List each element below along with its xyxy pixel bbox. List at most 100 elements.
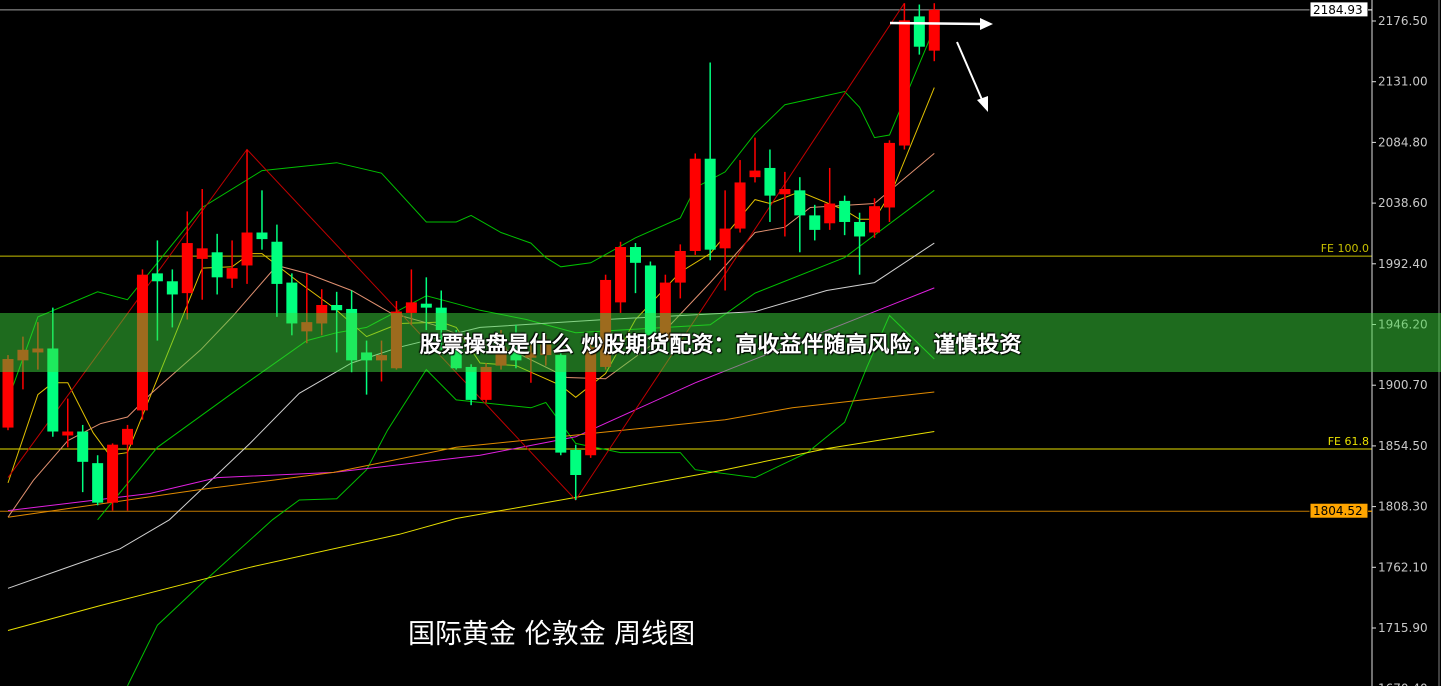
candle-body: [585, 347, 597, 456]
arrow-horizontal[interactable]: [889, 21, 986, 26]
candle: [809, 204, 821, 241]
horizontal-levels: FE 100.0 FE 61.8: [0, 9, 1372, 512]
axis-tick-label: 1762.10: [1378, 560, 1428, 574]
candle: [779, 171, 791, 237]
axis-tick-label: 1992.40: [1378, 257, 1428, 271]
candle: [854, 212, 866, 275]
candle: [615, 241, 627, 313]
candle: [241, 149, 253, 284]
fe-level-label: FE 61.8: [1328, 435, 1369, 448]
promo-banner: 股票操盘是什么 炒股期货配资：高收益伴随高风险，谨慎投资: [0, 313, 1441, 372]
candle: [629, 243, 641, 294]
candle-body: [122, 428, 134, 445]
candle-body: [480, 366, 492, 400]
candle: [839, 195, 851, 236]
axis-tick-label: 2131.00: [1378, 75, 1428, 89]
candle: [689, 153, 701, 255]
candle-body: [570, 449, 582, 476]
bollinger-middle-line: [97, 189, 935, 521]
candle: [913, 4, 925, 55]
ma-long-yellow-line: [7, 431, 935, 631]
candle-body: [928, 9, 940, 51]
ma-magenta-line: [7, 287, 935, 512]
candle-body: [92, 463, 104, 503]
candle-body: [331, 305, 343, 311]
candle-body: [809, 215, 821, 230]
price-markers: 2184.93 1804.52: [1309, 1, 1372, 519]
candle-body: [839, 200, 851, 222]
candle-body: [555, 355, 567, 453]
candle: [226, 240, 238, 288]
zigzag-line: [7, 2, 905, 501]
candle-body: [226, 268, 238, 279]
candle-body: [719, 228, 731, 249]
candle-body: [420, 303, 432, 308]
candle-body: [166, 281, 178, 295]
axis-tick-label: 1808.30: [1378, 500, 1428, 514]
current-price-label: 2184.93: [1313, 3, 1363, 17]
candle-body: [615, 247, 627, 303]
axis-tick-label: 2176.50: [1378, 14, 1428, 28]
candle-body: [734, 182, 746, 229]
candle: [92, 455, 104, 506]
candle-body: [913, 16, 925, 47]
arrow-diagonal[interactable]: [956, 41, 984, 103]
candle: [883, 140, 895, 222]
candle: [196, 189, 208, 300]
bollinger-upper-line: [7, 28, 935, 401]
candle-body: [271, 241, 283, 284]
candle: [211, 233, 223, 295]
candle: [122, 424, 134, 511]
candle-body: [2, 359, 14, 428]
candle-body: [241, 232, 253, 266]
candle: [77, 424, 89, 493]
marked-price-label: 1804.52: [1313, 504, 1363, 518]
candle: [794, 177, 806, 253]
candle-body: [644, 265, 656, 336]
banner-text: 股票操盘是什么 炒股期货配资：高收益伴随高风险，谨慎投资: [419, 332, 1022, 358]
axis-tick-label: 1854.50: [1378, 439, 1428, 453]
axis-tick-label: 2038.60: [1378, 196, 1428, 210]
candle-body: [764, 167, 776, 196]
candle-body: [854, 221, 866, 237]
candle-body: [151, 273, 163, 282]
candle-body: [659, 282, 671, 341]
candle: [256, 190, 268, 250]
candle-body: [286, 282, 298, 324]
candle-body: [674, 250, 686, 283]
candle: [271, 224, 283, 317]
candle: [824, 167, 836, 230]
candle-body: [824, 203, 836, 224]
axis-tick-label: 2084.80: [1378, 135, 1428, 149]
candle: [734, 160, 746, 233]
arrow-annotations: [889, 18, 993, 112]
candle: [764, 149, 776, 222]
axis-tick-label: 1715.90: [1378, 621, 1428, 635]
axis-tick-label: 1900.70: [1378, 378, 1428, 392]
ma-orange-line: [7, 391, 935, 518]
candle-body: [779, 189, 791, 195]
candle-body: [689, 158, 701, 251]
candle-body: [869, 206, 881, 233]
candle-body: [629, 247, 641, 263]
axis-tick-label: 1670.40: [1378, 682, 1428, 686]
candle: [928, 3, 940, 62]
candles: [2, 3, 940, 511]
candle-body: [898, 20, 910, 146]
candle-body: [704, 158, 716, 250]
candle: [62, 398, 74, 448]
candle: [674, 244, 686, 299]
candle: [749, 137, 761, 183]
candle-body: [749, 170, 761, 178]
candle: [181, 211, 193, 320]
candle-body: [794, 190, 806, 216]
candle-body: [405, 302, 417, 313]
candle-body: [196, 248, 208, 259]
candle: [570, 444, 582, 501]
candle-body: [107, 444, 119, 503]
arrow-head-icon: [977, 96, 988, 112]
candle-body: [883, 142, 895, 208]
candle: [704, 62, 716, 261]
candle-body: [211, 252, 223, 278]
candle-body: [465, 366, 477, 400]
